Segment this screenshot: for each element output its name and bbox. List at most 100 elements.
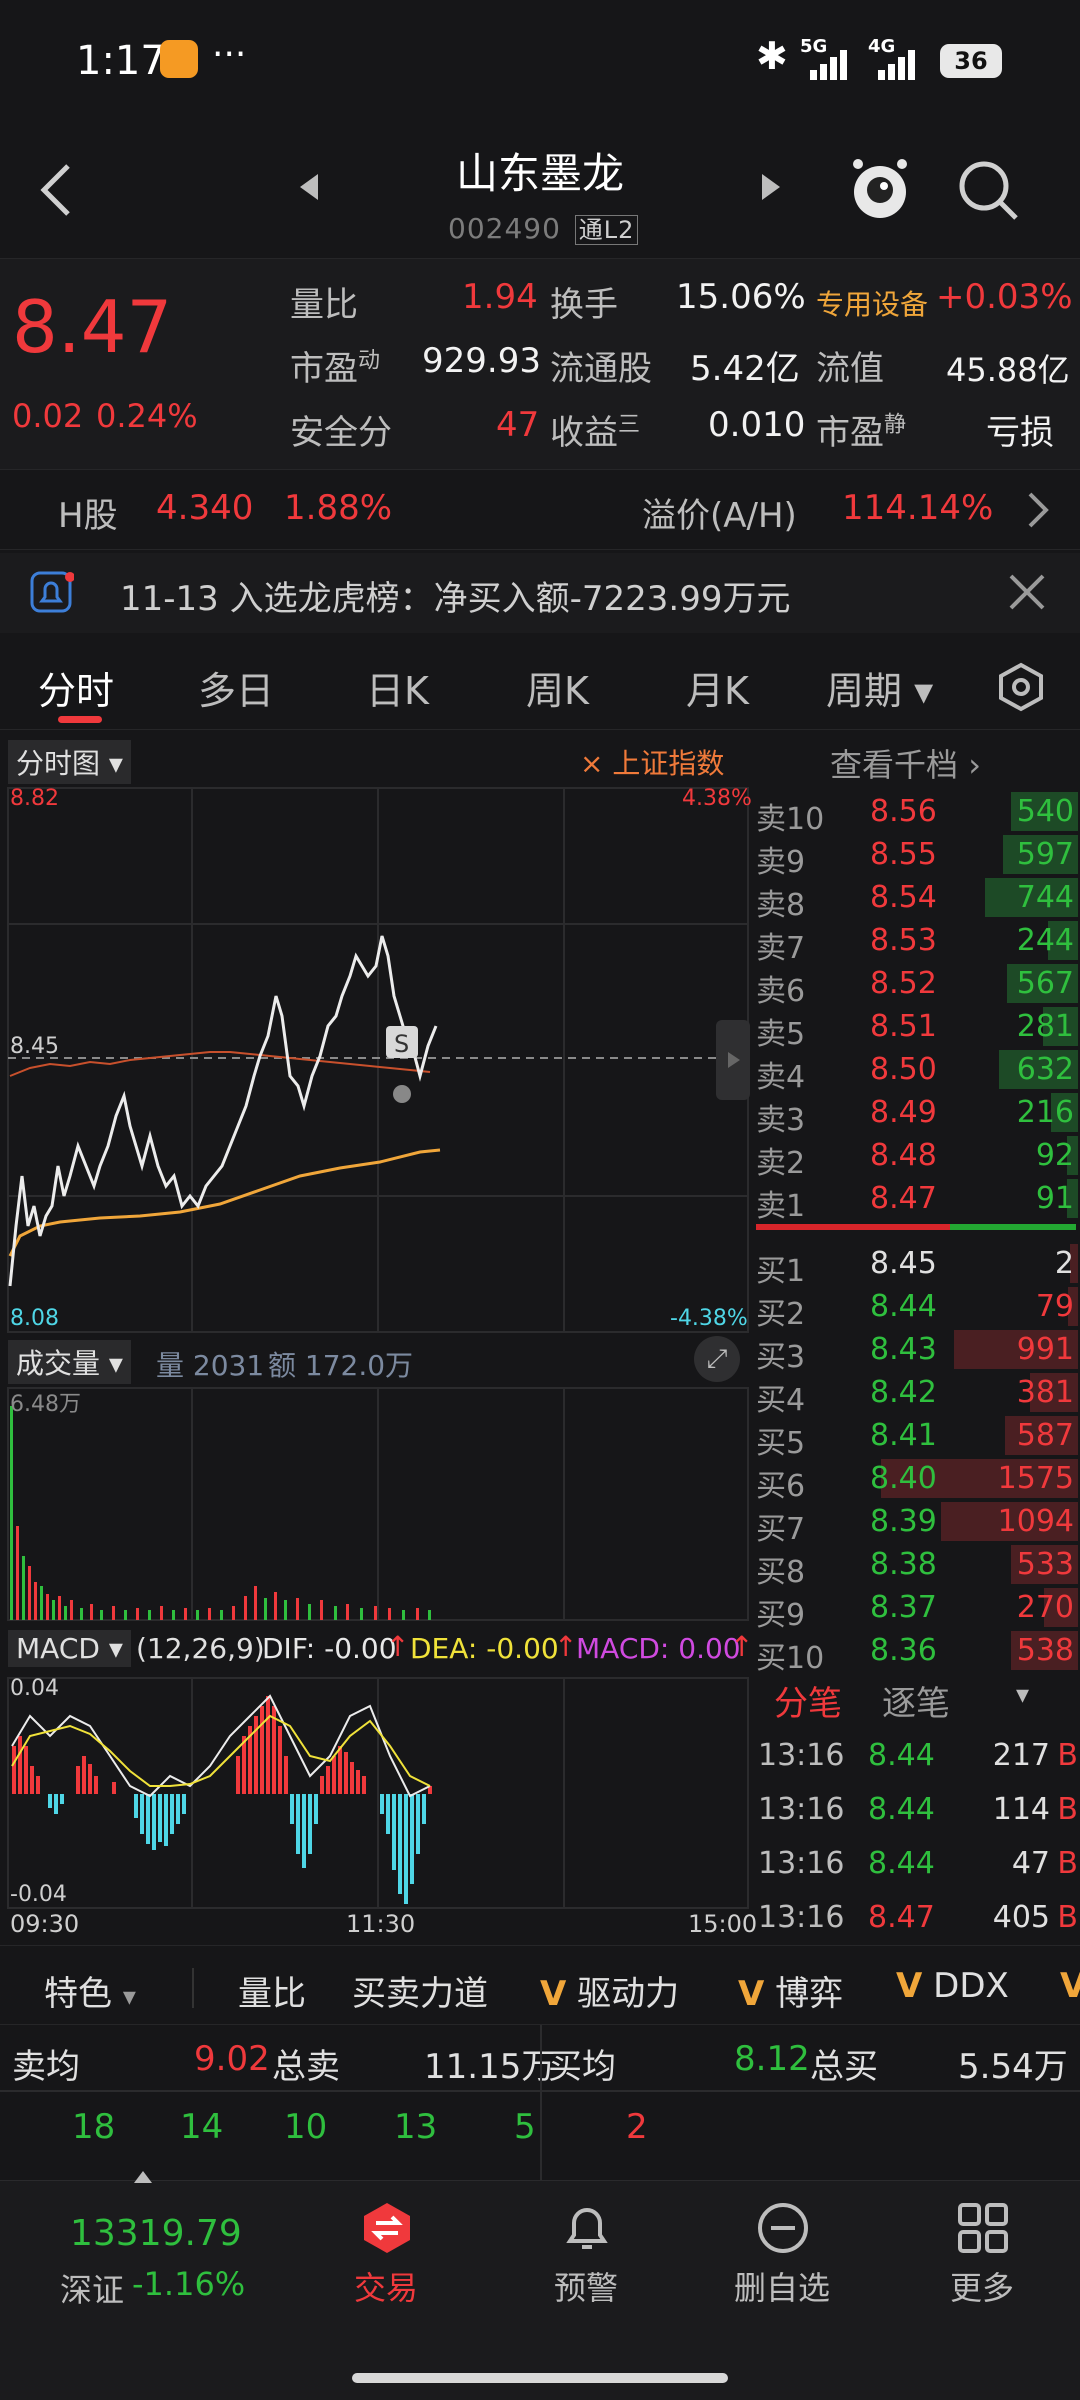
nav-remove-watchlist[interactable]: 删自选 bbox=[712, 2201, 852, 2341]
sell-volume-bar bbox=[1010, 792, 1078, 831]
signal-5g-label: 5G bbox=[800, 36, 828, 57]
mascot-button[interactable] bbox=[848, 152, 912, 226]
back-button[interactable] bbox=[36, 160, 76, 224]
nav-more[interactable]: 更多 bbox=[912, 2201, 1052, 2341]
feature-volume-ratio[interactable]: 量比 bbox=[238, 1974, 306, 2014]
chart-high-pct: 4.38% bbox=[682, 786, 752, 811]
nav-trade[interactable]: 交易 bbox=[316, 2201, 456, 2341]
buy-level-row[interactable]: 买1 8.45 2 bbox=[752, 1242, 1080, 1289]
buy-level-row[interactable]: 买5 8.41 587 bbox=[752, 1414, 1080, 1461]
dif-arrow-icon: ↑ bbox=[386, 1630, 410, 1663]
expand-chart-button[interactable]: ⤢ bbox=[694, 1336, 740, 1382]
macd-arrow-icon: ↑ bbox=[730, 1630, 754, 1663]
prev-stock-button[interactable] bbox=[298, 172, 322, 206]
more-notifications: ··· bbox=[212, 34, 247, 75]
buy-level-price: 8.41 bbox=[870, 1418, 937, 1453]
s-marker[interactable]: S bbox=[394, 1030, 409, 1058]
settings-hexagon-icon[interactable] bbox=[996, 662, 1046, 712]
notice-bar[interactable]: 11-13 入选龙虎榜：净买入额-7223.99万元 bbox=[0, 553, 1080, 633]
safety-score-value: 47 bbox=[496, 405, 540, 445]
nav-alert[interactable]: 预警 bbox=[516, 2201, 656, 2341]
pe-static-label: 市盈静 bbox=[816, 412, 907, 453]
tab-ticks[interactable]: 分笔 bbox=[774, 1684, 842, 1724]
volume-chart bbox=[7, 1387, 749, 1621]
feature-drive[interactable]: V 驱动力 bbox=[540, 1974, 680, 2014]
sell-level-row[interactable]: 卖10 8.56 540 bbox=[752, 790, 1080, 837]
feature-buy-sell-force[interactable]: 买卖力道 bbox=[352, 1974, 488, 2014]
buy-level-row[interactable]: 买6 8.40 1575 bbox=[752, 1457, 1080, 1504]
buy-level-row[interactable]: 买7 8.39 1094 bbox=[752, 1500, 1080, 1547]
buy-level-row[interactable]: 买10 8.36 538 bbox=[752, 1629, 1080, 1676]
tick-dropdown-icon[interactable]: ▾ bbox=[1016, 1680, 1030, 1710]
sell-level-price: 8.51 bbox=[870, 1009, 937, 1044]
sell-level-price: 8.55 bbox=[870, 837, 937, 872]
sector-change[interactable]: +0.03% bbox=[936, 277, 1073, 317]
sell-level-row[interactable]: 卖2 8.48 92 bbox=[752, 1134, 1080, 1181]
buy-level-volume: 991 bbox=[1016, 1332, 1074, 1367]
buy-level-row[interactable]: 买9 8.37 270 bbox=[752, 1586, 1080, 1633]
feature-ddx[interactable]: V DDX bbox=[896, 1966, 1009, 2006]
macd-dif: DIF: -0.00 bbox=[262, 1632, 397, 1665]
sell-level-row[interactable]: 卖3 8.49 216 bbox=[752, 1091, 1080, 1138]
view-depth-link[interactable]: 查看千档 › bbox=[830, 746, 981, 784]
buy-level-row[interactable]: 买8 8.38 533 bbox=[752, 1543, 1080, 1590]
sell-level-volume: 597 bbox=[1016, 837, 1074, 872]
buy-level-row[interactable]: 买2 8.44 79 bbox=[752, 1285, 1080, 1332]
sell-volume-bar bbox=[1066, 1136, 1078, 1175]
feature-more-v[interactable]: V bbox=[1060, 1966, 1080, 2006]
buy-level-volume: 2 bbox=[1054, 1246, 1074, 1281]
tick-side: B bbox=[1057, 1900, 1078, 1935]
buy-level-volume: 79 bbox=[1035, 1289, 1074, 1324]
tab-weekly-k[interactable]: 周K bbox=[526, 669, 589, 713]
last-price: 8.47 bbox=[12, 285, 173, 369]
sell-level-row[interactable]: 卖6 8.52 567 bbox=[752, 962, 1080, 1009]
macd-selector[interactable]: MACD ▾ bbox=[8, 1630, 131, 1667]
next-stock-button[interactable] bbox=[758, 172, 782, 206]
macd-bottom-value: -0.04 bbox=[10, 1882, 67, 1907]
index-overlay-toggle[interactable]: × 上证指数 bbox=[580, 747, 725, 780]
index-change-pct: -1.16% bbox=[132, 2265, 246, 2303]
buy-level-price: 8.43 bbox=[870, 1332, 937, 1367]
turnover-label: 换手 bbox=[550, 285, 618, 325]
buy-count: 2 bbox=[626, 2107, 648, 2147]
buy-level-row[interactable]: 买4 8.42 381 bbox=[752, 1371, 1080, 1418]
tab-multi-day[interactable]: 多日 bbox=[198, 669, 275, 713]
close-icon[interactable] bbox=[1008, 573, 1046, 611]
sell-level-row[interactable]: 卖8 8.54 744 bbox=[752, 876, 1080, 923]
feature-game[interactable]: V 博弈 bbox=[738, 1974, 844, 2014]
h-share-label: H股 bbox=[58, 496, 118, 536]
sell-level-volume: 540 bbox=[1016, 794, 1074, 829]
sell-level-label: 卖1 bbox=[756, 1189, 806, 1224]
volume-selector[interactable]: 成交量 ▾ bbox=[8, 1340, 131, 1384]
search-button[interactable] bbox=[956, 158, 1020, 226]
sell-level-row[interactable]: 卖5 8.51 281 bbox=[752, 1005, 1080, 1052]
tab-daily-k[interactable]: 日K bbox=[366, 669, 429, 713]
buy-level-price: 8.39 bbox=[870, 1504, 937, 1539]
tick-time: 13:16 bbox=[758, 1846, 845, 1881]
sell-level-label: 卖10 bbox=[756, 802, 825, 837]
sell-level-row[interactable]: 卖9 8.55 597 bbox=[752, 833, 1080, 880]
sell-level-row[interactable]: 卖1 8.47 91 bbox=[752, 1177, 1080, 1224]
chart-mid-price: 8.45 bbox=[10, 1034, 59, 1059]
buy-volume-bar bbox=[1011, 1545, 1078, 1584]
buy-volume-bar bbox=[881, 1459, 1078, 1498]
sell-level-row[interactable]: 卖7 8.53 244 bbox=[752, 919, 1080, 966]
sell-level-row[interactable]: 卖4 8.50 632 bbox=[752, 1048, 1080, 1095]
sell-level-label: 卖8 bbox=[756, 888, 806, 923]
buy-level-row[interactable]: 买3 8.43 991 bbox=[752, 1328, 1080, 1375]
float-shares-value: 5.42亿 bbox=[690, 349, 800, 389]
sell-level-label: 卖4 bbox=[756, 1060, 806, 1095]
sell-level-volume: 244 bbox=[1016, 923, 1074, 958]
h-share-bar[interactable]: H股 4.340 1.88% 溢价(A/H) 114.14% bbox=[0, 470, 1080, 550]
intraday-mode-selector[interactable]: 分时图 ▾ bbox=[8, 740, 131, 784]
tick-volume: 114 bbox=[992, 1792, 1050, 1827]
order-book[interactable]: 卖10 8.56 540 卖9 8.55 597 卖8 8.54 744 卖7 8.53 244 卖6 8… bbox=[752, 790, 1080, 1676]
sector-label[interactable]: 专用设备 bbox=[816, 288, 929, 321]
tab-monthly-k[interactable]: 月K bbox=[686, 669, 749, 713]
feature-special[interactable]: 特色 ▾ bbox=[44, 1974, 136, 2014]
tab-intraday[interactable]: 分时 bbox=[38, 669, 115, 713]
index-value[interactable]: 13319.79 bbox=[70, 2213, 242, 2254]
tab-period[interactable]: 周期 ▾ bbox=[826, 669, 934, 713]
sell-level-volume: 567 bbox=[1016, 966, 1074, 1001]
tab-trades[interactable]: 逐笔 bbox=[882, 1684, 950, 1724]
